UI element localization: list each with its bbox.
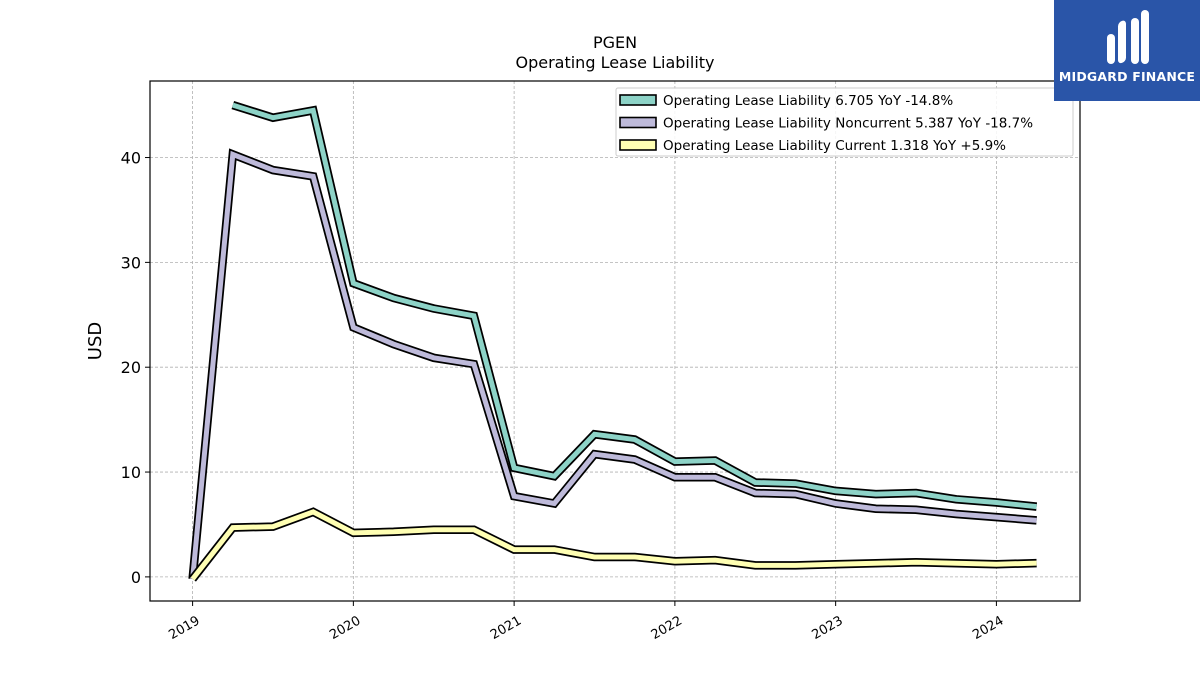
y-axis-label: USD [85, 322, 106, 360]
grid [150, 81, 1080, 601]
legend-box [615, 87, 1074, 157]
series-line-1 [232, 102, 1037, 510]
y-tick-label: 20 [121, 358, 141, 377]
y-tick-label: 0 [131, 568, 141, 587]
series-line-outline-3 [189, 507, 1037, 582]
x-tick-label: 2021 [488, 613, 524, 643]
series-layer [188, 101, 1038, 582]
x-tick-label: 2019 [166, 613, 202, 643]
legend-label-2: Operating Lease Liability Noncurrent 5.3… [663, 116, 1033, 132]
legend-label-1: Operating Lease Liability 6.705 YoY -14.… [663, 93, 953, 109]
chart-title: PGEN [593, 33, 637, 52]
x-tick-label: 2023 [809, 613, 845, 643]
legend-label-3: Operating Lease Liability Current 1.318 … [663, 138, 1006, 154]
x-tick-label: 2020 [327, 613, 363, 643]
logo-mark-icon [1107, 10, 1149, 64]
ticks: 0 10 20 30 40 2019 2020 2021 2022 2023 2024 [121, 149, 1007, 643]
x-tick-label: 2024 [970, 613, 1006, 643]
chart-subtitle: Operating Lease Liability [515, 53, 714, 72]
plot-frame [149, 80, 1081, 602]
y-tick-label: 40 [121, 149, 141, 168]
y-tick-label: 30 [121, 253, 141, 272]
midgard-finance-logo: MIDGARD FINANCE [1054, 0, 1200, 101]
legend-swatch-3 [619, 139, 657, 151]
legend: Operating Lease Liability 6.705 YoY -14.… [615, 87, 1074, 157]
series-line-3 [190, 509, 1037, 581]
legend-swatch-2 [619, 116, 657, 129]
x-tick-label: 2022 [649, 613, 685, 643]
y-tick-label: 10 [121, 463, 141, 482]
series-line-2 [190, 150, 1037, 580]
logo-text: MIDGARD FINANCE [1058, 69, 1196, 84]
legend-swatch-1 [619, 94, 657, 106]
